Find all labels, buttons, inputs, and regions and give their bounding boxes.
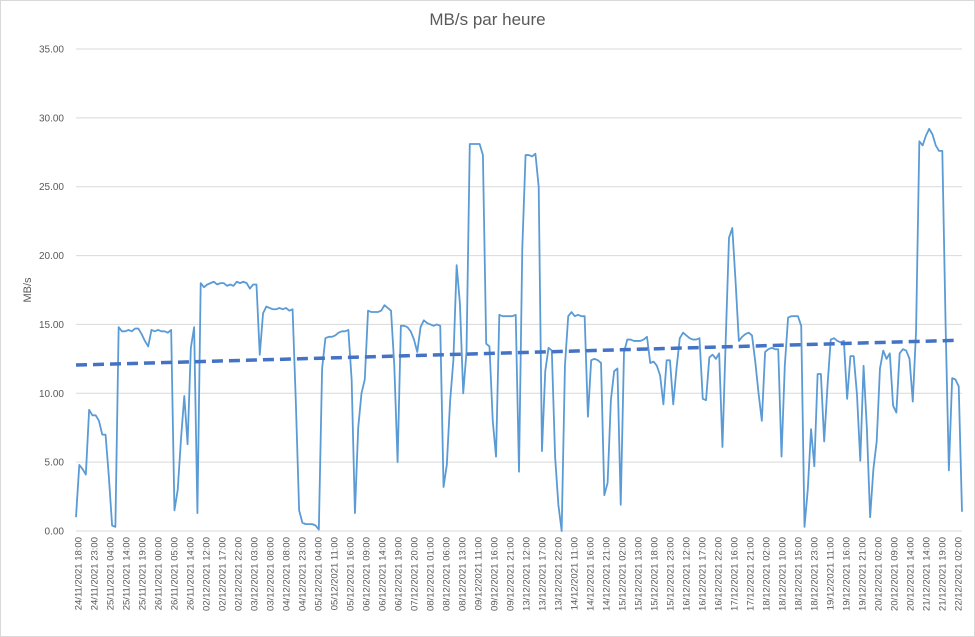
x-tick-label: 25/11/2021 19:00 bbox=[138, 537, 149, 610]
x-tick-label: 14/12/2021 11:00 bbox=[570, 537, 581, 610]
x-tick-label: 06/12/2021 09:00 bbox=[362, 537, 373, 611]
x-tick-label: 07/12/2021 20:00 bbox=[410, 537, 421, 611]
x-tick-label: 05/12/2021 11:00 bbox=[330, 537, 341, 610]
x-tick-label: 21/12/2021 19:00 bbox=[938, 537, 949, 611]
y-tick-label: 35.00 bbox=[39, 45, 64, 56]
x-tick-label: 18/12/2021 15:00 bbox=[794, 537, 805, 611]
y-tick-label: 5.00 bbox=[45, 458, 65, 469]
x-tick-label: 03/12/2021 08:00 bbox=[266, 537, 277, 611]
x-tick-label: 02/12/2021 22:00 bbox=[234, 537, 245, 611]
x-tick-label: 13/12/2021 12:00 bbox=[522, 537, 533, 611]
trend-line bbox=[75, 338, 960, 367]
x-tick-label: 09/12/2021 16:00 bbox=[490, 537, 501, 611]
x-tick-label: 16/12/2021 12:00 bbox=[682, 537, 693, 611]
x-tick-label: 06/12/2021 14:00 bbox=[378, 537, 389, 611]
x-tick-label: 21/12/2021 14:00 bbox=[922, 537, 933, 611]
x-tick-label: 26/11/2021 00:00 bbox=[154, 537, 165, 610]
x-tick-label: 05/12/2021 04:00 bbox=[314, 537, 325, 611]
y-tick-label: 10.00 bbox=[39, 389, 64, 400]
x-tick-label: 16/12/2021 22:00 bbox=[714, 537, 725, 611]
x-tick-label: 15/12/2021 18:00 bbox=[650, 537, 661, 611]
x-tick-label: 15/12/2021 02:00 bbox=[618, 537, 629, 611]
x-tick-label: 19/12/2021 21:00 bbox=[858, 537, 869, 611]
y-tick-label: 25.00 bbox=[39, 182, 64, 193]
x-tick-label: 25/11/2021 04:00 bbox=[106, 537, 117, 610]
x-tick-label: 06/12/2021 19:00 bbox=[394, 537, 405, 611]
x-tick-label: 20/12/2021 14:00 bbox=[906, 537, 917, 611]
x-tick-label: 02/12/2021 12:00 bbox=[202, 537, 213, 611]
chart-title: MB/s par heure bbox=[429, 10, 546, 29]
series-line bbox=[75, 127, 963, 532]
x-tick-label: 03/12/2021 03:00 bbox=[250, 537, 261, 611]
x-tick-label: 13/12/2021 22:00 bbox=[554, 537, 565, 611]
x-tick-label: 17/12/2021 16:00 bbox=[730, 537, 741, 611]
y-tick-label: 0.00 bbox=[45, 527, 65, 538]
x-tick-label: 14/12/2021 16:00 bbox=[586, 537, 597, 611]
y-tick-label: 20.00 bbox=[39, 251, 64, 262]
x-tick-label: 26/11/2021 05:00 bbox=[170, 537, 181, 610]
x-tick-label: 04/12/2021 23:00 bbox=[298, 537, 309, 611]
x-tick-label: 24/11/2021 18:00 bbox=[74, 537, 85, 610]
y-tick-label: 15.00 bbox=[39, 320, 64, 331]
x-tick-label: 17/12/2021 21:00 bbox=[746, 537, 757, 611]
y-axis-title: MB/s bbox=[22, 277, 34, 303]
x-tick-label: 08/12/2021 01:00 bbox=[426, 537, 437, 611]
x-tick-label: 15/12/2021 23:00 bbox=[666, 537, 677, 611]
x-tick-label: 08/12/2021 13:00 bbox=[458, 537, 469, 611]
x-tick-label: 22/12/2021 02:00 bbox=[954, 537, 965, 611]
x-tick-label: 02/12/2021 17:00 bbox=[218, 537, 229, 611]
x-tick-label: 16/12/2021 17:00 bbox=[698, 537, 709, 611]
x-tick-label: 05/12/2021 16:00 bbox=[346, 537, 357, 611]
y-tick-label: 30.00 bbox=[39, 113, 64, 124]
x-tick-label: 18/12/2021 10:00 bbox=[778, 537, 789, 611]
x-tick-label: 26/11/2021 14:00 bbox=[186, 537, 197, 610]
x-tick-label: 18/12/2021 02:00 bbox=[762, 537, 773, 611]
x-tick-label: 15/12/2021 13:00 bbox=[634, 537, 645, 611]
x-tick-label: 14/12/2021 21:00 bbox=[602, 537, 613, 611]
x-tick-label: 08/12/2021 06:00 bbox=[442, 537, 453, 611]
x-tick-label: 04/12/2021 08:00 bbox=[282, 537, 293, 611]
x-tick-label: 18/12/2021 23:00 bbox=[810, 537, 821, 611]
x-tick-label: 20/12/2021 02:00 bbox=[874, 537, 885, 611]
x-tick-label: 19/12/2021 16:00 bbox=[842, 537, 853, 611]
x-tick-label: 09/12/2021 21:00 bbox=[506, 537, 517, 611]
x-tick-label: 25/11/2021 14:00 bbox=[122, 537, 133, 610]
x-tick-label: 13/12/2021 17:00 bbox=[538, 537, 549, 611]
x-tick-label: 09/12/2021 11:00 bbox=[474, 537, 485, 610]
x-tick-label: 20/12/2021 09:00 bbox=[890, 537, 901, 611]
x-tick-label: 24/11/2021 23:00 bbox=[90, 537, 101, 610]
x-tick-label: 19/12/2021 11:00 bbox=[826, 537, 837, 610]
